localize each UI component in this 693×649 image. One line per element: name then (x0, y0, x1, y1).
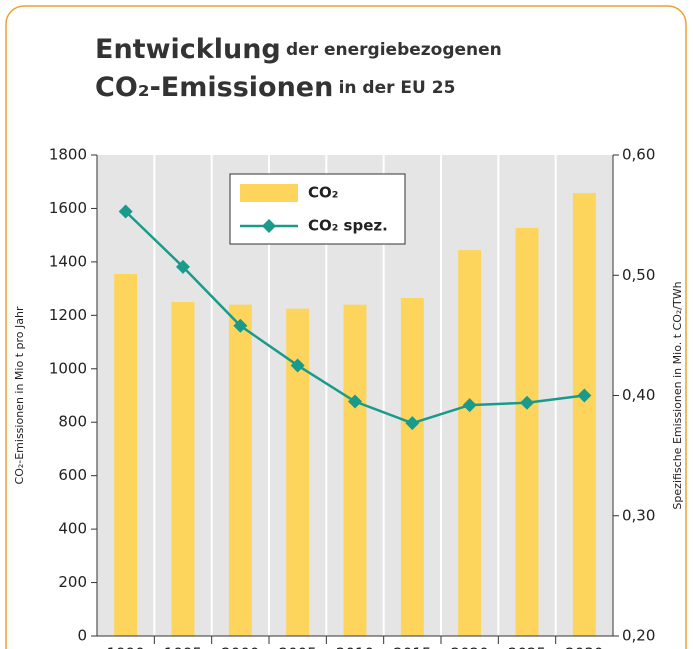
bar (114, 273, 138, 636)
bar (343, 304, 367, 636)
y-axis-label: CO₂-Emissionen in Mio t pro Jahr (13, 306, 26, 484)
y-tick-label: 1800 (49, 146, 87, 164)
x-tick-label: 2005 (279, 645, 317, 649)
chart-title: Entwicklung der energiebezogenen CO₂-Emi… (95, 34, 507, 103)
y2-axis-label: Spezifische Emissionen in Mio. t CO₂/TWh (671, 281, 684, 509)
y2-tick-label: 0,30 (622, 506, 655, 524)
marker (462, 398, 477, 413)
y-tick-label: 1600 (49, 199, 87, 217)
bar (171, 301, 195, 636)
marker (233, 318, 248, 333)
legend-label: CO₂ (308, 184, 338, 202)
x-tick-label: 2000 (221, 645, 259, 649)
y2-tick-label: 0,40 (622, 386, 655, 404)
frame (5, 5, 687, 649)
bar (458, 250, 482, 636)
y-tick-label: 1000 (49, 359, 87, 377)
legend-swatch (240, 184, 298, 202)
y-tick-label: 0 (77, 627, 87, 645)
bar (515, 227, 539, 636)
marker (405, 416, 420, 431)
bar (572, 192, 596, 636)
y-tick-label: 1200 (49, 306, 87, 324)
y-tick-label: 800 (58, 413, 87, 431)
x-tick-label: 1995 (164, 645, 202, 649)
x-tick-label: 2015 (393, 645, 431, 649)
y2-tick-label: 0,60 (622, 146, 655, 164)
y2-tick-label: 0,50 (622, 266, 655, 284)
marker (577, 388, 592, 403)
x-tick-label: 2025 (508, 645, 546, 649)
y-tick-label: 1400 (49, 252, 87, 270)
x-tick-label: 1990 (107, 645, 145, 649)
x-tick-label: 2010 (336, 645, 374, 649)
marker (176, 259, 190, 274)
marker (348, 394, 362, 409)
bar (286, 308, 310, 636)
x-tick-label: 2030 (565, 645, 603, 649)
y2-tick-label: 0,20 (622, 627, 655, 645)
legend-label: CO₂ spez. (308, 217, 388, 235)
marker (118, 204, 133, 219)
marker (290, 358, 305, 373)
bar (228, 304, 252, 636)
bar (400, 297, 424, 636)
x-tick-label: 2020 (451, 645, 489, 649)
marker (520, 395, 534, 410)
y-tick-label: 400 (58, 520, 87, 538)
legend-marker (262, 219, 276, 233)
y-tick-label: 600 (58, 466, 87, 484)
y-tick-label: 200 (58, 573, 87, 591)
